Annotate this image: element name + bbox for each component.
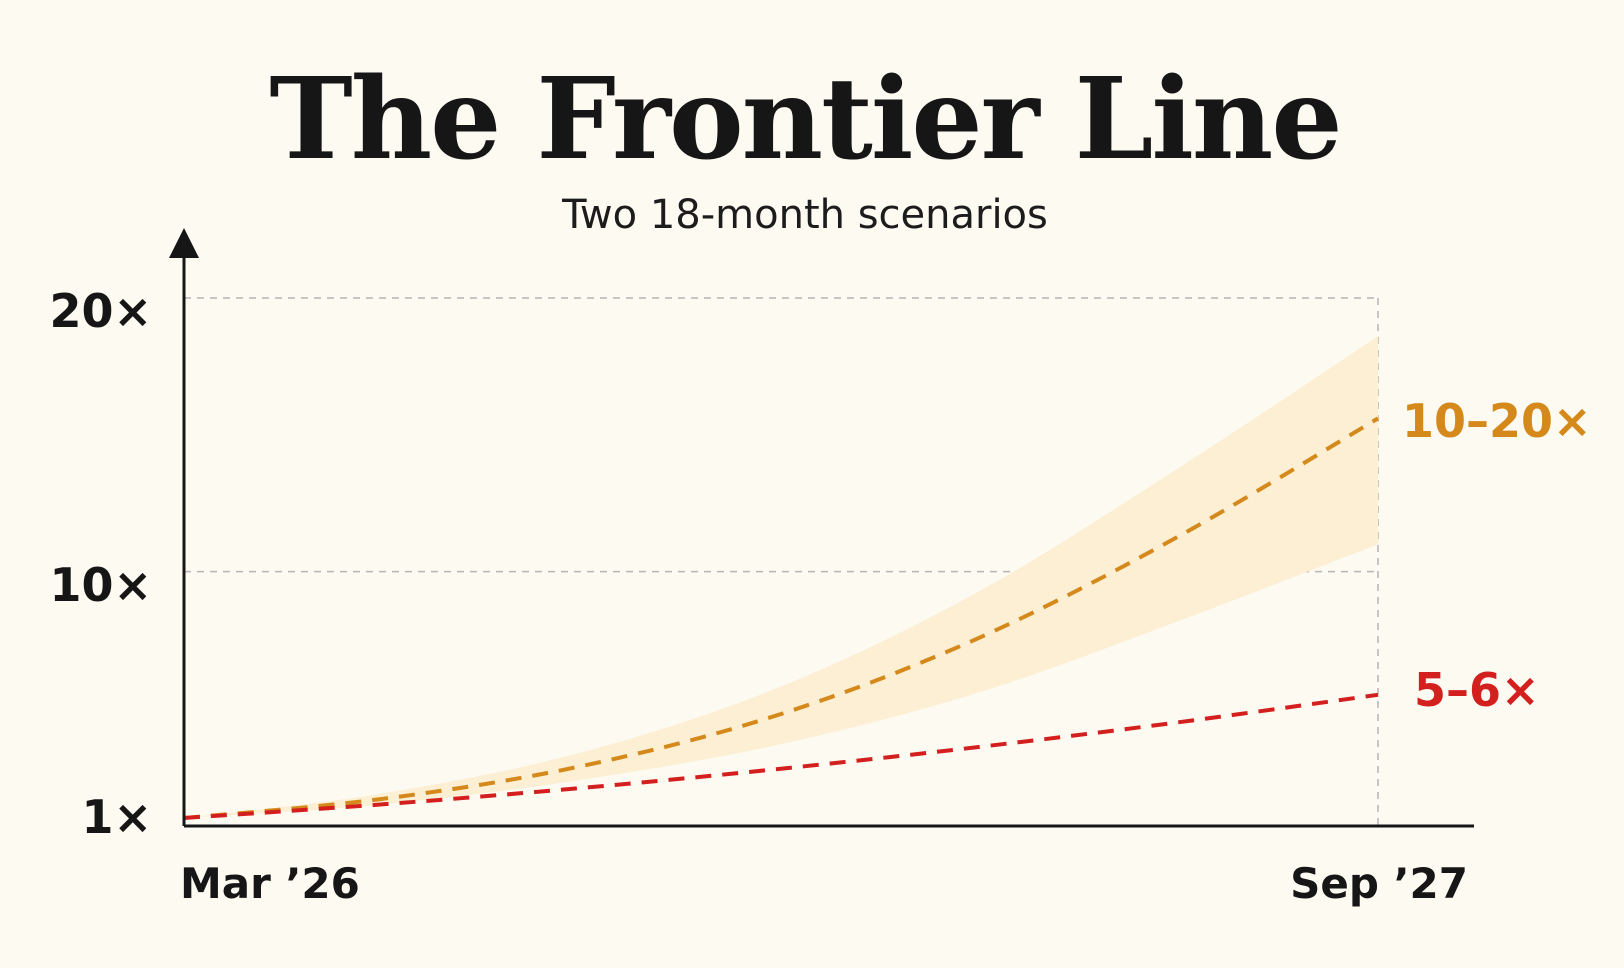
y-tick-label: 20×	[49, 284, 152, 338]
series-band	[184, 336, 1378, 818]
series-line	[183, 692, 1379, 820]
series-end-label: 5–6×	[1414, 663, 1540, 717]
chart-title: The Frontier Line	[269, 54, 1340, 185]
series-line	[183, 416, 1380, 820]
uncertainty-bands	[184, 336, 1378, 818]
x-tick-label: Mar ’26	[180, 859, 360, 908]
y-tick-label: 1×	[81, 790, 152, 844]
x-tick-label: Sep ’27	[1290, 859, 1468, 908]
series-end-label: 10–20×	[1402, 394, 1592, 448]
y-tick-label: 10×	[49, 558, 152, 612]
series-lines	[183, 416, 1380, 820]
chart-subtitle: Two 18-month scenarios	[561, 192, 1048, 238]
